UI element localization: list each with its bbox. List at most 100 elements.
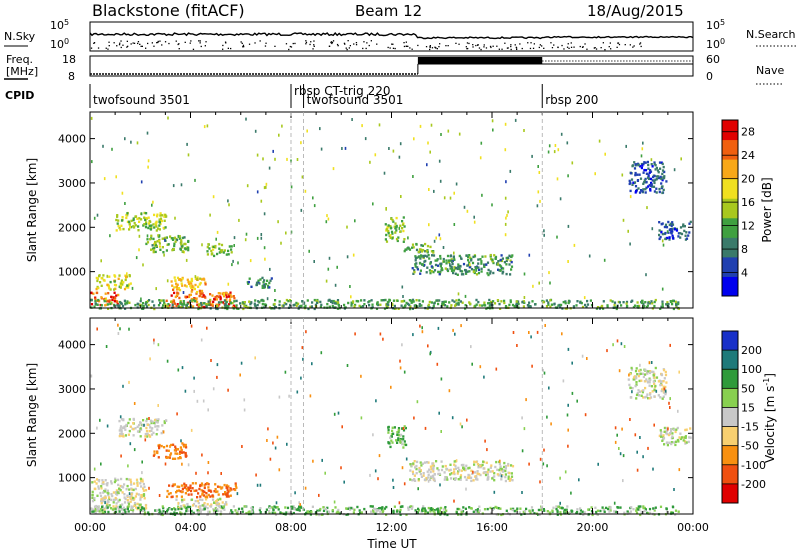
range-cell	[90, 303, 94, 306]
range-cell	[643, 161, 646, 164]
range-cell	[522, 300, 525, 303]
range-cell	[280, 512, 283, 515]
range-cell	[151, 427, 154, 430]
range-cell	[637, 389, 640, 392]
range-cell	[411, 298, 415, 302]
nsearch-dot	[200, 45, 202, 48]
range-cell	[193, 287, 196, 291]
range-cell	[634, 191, 637, 194]
velocity-colorbar-tick-label: 100	[741, 363, 762, 376]
range-cell	[628, 383, 631, 387]
range-cell	[190, 277, 193, 281]
range-cell	[109, 288, 112, 291]
range-cell	[470, 507, 473, 510]
range-cell	[119, 425, 123, 428]
range-cell	[245, 512, 248, 515]
range-cell	[436, 467, 439, 470]
sparse-echo	[669, 397, 671, 401]
range-cell	[97, 487, 100, 490]
sparse-echo	[377, 477, 379, 481]
range-cell	[648, 381, 651, 384]
range-cell	[510, 464, 513, 467]
range-cell	[468, 506, 471, 509]
nsearch-dot	[507, 47, 509, 49]
range-cell	[124, 510, 127, 514]
range-cell	[474, 509, 478, 512]
range-cell	[499, 307, 502, 310]
range-cell	[437, 270, 440, 274]
range-cell	[470, 469, 473, 472]
sparse-echo	[399, 142, 402, 146]
range-cell	[279, 511, 282, 514]
sparse-echo	[318, 493, 320, 497]
sparse-echo	[148, 486, 150, 490]
nsearch-dot	[137, 41, 140, 43]
range-cell	[220, 243, 224, 247]
sparse-echo	[321, 458, 323, 462]
range-cell	[158, 220, 161, 223]
range-cell	[646, 160, 649, 164]
range-cell	[444, 511, 447, 514]
range-cell	[245, 304, 248, 308]
range-cell	[242, 307, 245, 311]
sparse-echo	[642, 141, 644, 145]
power-colorbar-swatch	[722, 237, 738, 258]
range-cell	[493, 472, 496, 475]
range-cell	[642, 182, 645, 185]
range-cell	[271, 511, 274, 514]
range-cell	[255, 283, 258, 286]
range-cell	[207, 243, 210, 246]
range-cell	[144, 511, 147, 514]
sparse-echo	[664, 389, 667, 393]
range-cell	[402, 435, 405, 438]
range-cell	[503, 261, 506, 264]
range-cell	[183, 486, 187, 489]
range-cell	[229, 511, 232, 514]
nsearch-dot	[243, 46, 245, 48]
nsearch-dot	[472, 44, 474, 46]
range-cell	[651, 179, 654, 182]
range-cell	[113, 274, 116, 277]
nsearch-dot	[336, 43, 339, 46]
range-cell	[680, 436, 684, 439]
cpid-segment-label: rbsp 200	[545, 93, 598, 107]
sparse-echo	[480, 141, 483, 145]
nsearch-dot	[391, 43, 393, 45]
range-cell	[211, 498, 215, 501]
nsearch-dot	[403, 45, 406, 48]
range-cell	[126, 212, 129, 215]
range-cell	[153, 246, 156, 250]
range-cell	[151, 420, 154, 423]
range-cell	[173, 242, 176, 245]
nsearch-dot	[241, 42, 243, 44]
range-cell	[426, 511, 429, 514]
range-cell	[262, 281, 265, 284]
range-cell	[454, 304, 457, 307]
range-cell	[411, 505, 414, 508]
range-cell	[646, 304, 649, 307]
range-cell	[200, 489, 203, 492]
sparse-echo	[439, 179, 442, 183]
range-cell	[133, 504, 136, 507]
range-cell	[505, 272, 508, 276]
range-cell	[605, 506, 608, 510]
range-cell	[658, 237, 661, 241]
range-cell	[125, 286, 128, 289]
range-cell	[138, 423, 141, 427]
range-cell	[537, 508, 540, 512]
range-cell	[636, 179, 640, 182]
range-cell	[485, 263, 488, 266]
range-cell	[644, 373, 647, 376]
range-cell	[415, 467, 418, 471]
range-cell	[115, 218, 118, 222]
range-cell	[343, 303, 346, 307]
nsearch-dot	[343, 42, 346, 44]
range-cell	[217, 509, 220, 512]
range-cell	[655, 376, 659, 379]
range-cell	[424, 510, 427, 514]
range-cell	[360, 511, 363, 514]
range-cell	[671, 435, 674, 438]
sparse-echo	[504, 222, 507, 226]
range-cell	[130, 496, 133, 499]
range-cell	[659, 307, 662, 310]
